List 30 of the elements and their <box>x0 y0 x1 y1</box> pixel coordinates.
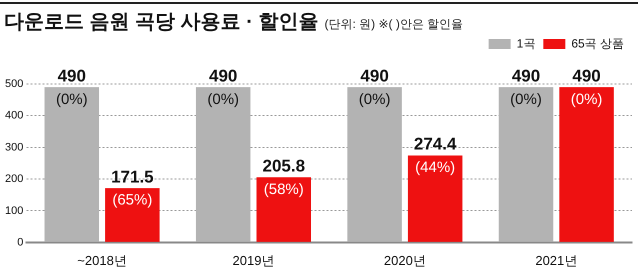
data-label: 490 (0%) <box>358 66 390 108</box>
bar <box>408 155 462 242</box>
x-tick-label: 2020년 <box>384 252 426 268</box>
bar <box>105 188 160 242</box>
y-tick-label: 400 <box>4 110 24 122</box>
x-tick-label: ~2018년 <box>77 252 127 268</box>
y-tick-label: 500 <box>4 78 24 90</box>
data-label: 490 (0%) <box>207 66 240 108</box>
chart-title: 다운로드 음원 곡당 사용료 · 할인율 <box>4 11 318 33</box>
bar <box>196 87 250 242</box>
data-label: 274.4 (44%) <box>414 134 457 176</box>
bar <box>256 177 312 242</box>
y-tick-label: 100 <box>4 204 24 217</box>
bar <box>347 87 402 242</box>
bar <box>44 87 100 242</box>
y-tick-label: 0 <box>17 236 24 248</box>
y-tick-label: 200 <box>4 173 24 186</box>
data-label: 205.8 (58%) <box>262 156 306 198</box>
x-tick-label: 2019년 <box>232 252 274 268</box>
chart-subtitle: (단위: 원) ※( )안은 할인율 <box>324 17 464 31</box>
data-label: 490 (0%) <box>56 66 88 108</box>
data-label: 171.5 (65%) <box>111 167 154 209</box>
data-label: 490 (0%) <box>510 66 542 108</box>
bar <box>559 87 614 242</box>
data-label: 490 (0%) <box>570 66 602 108</box>
bar <box>498 87 554 242</box>
legend-label: 65곡 상품 <box>571 36 624 50</box>
y-tick-label: 300 <box>4 141 24 154</box>
legend-label: 1곡 <box>516 36 536 50</box>
x-tick-label: 2021년 <box>535 252 578 268</box>
